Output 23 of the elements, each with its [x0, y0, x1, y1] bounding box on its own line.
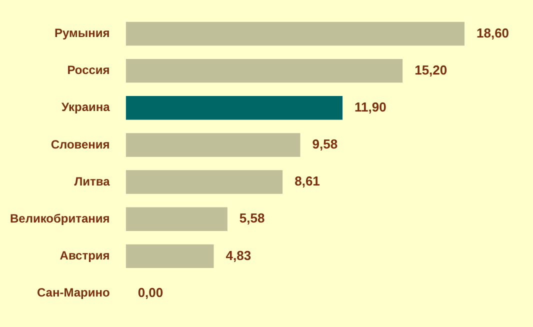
bar [126, 58, 403, 83]
bar [126, 244, 214, 268]
data-label: 0,00 [138, 284, 164, 300]
data-label: 5,58 [239, 210, 265, 226]
bar [126, 96, 343, 120]
data-label: 15,20 [414, 62, 448, 78]
y-tick-label: Литва [74, 174, 110, 188]
bar [126, 133, 300, 157]
y-tick-label: Сан-Марино [36, 286, 110, 300]
data-label: 8,61 [294, 174, 320, 189]
bar [126, 22, 465, 46]
data-label: 11,90 [354, 99, 386, 114]
y-tick-label: Украина [61, 100, 110, 114]
bar [126, 207, 228, 231]
data-label: 9,58 [312, 136, 338, 152]
data-label: 18,60 [476, 25, 510, 40]
y-tick-label: Австрия [60, 248, 110, 262]
y-tick-label: Великобритания [10, 211, 110, 226]
data-label: 4,83 [226, 248, 252, 263]
y-tick-label: Румыния [54, 26, 110, 40]
y-tick-label: Словения [50, 137, 110, 152]
y-tick-label: Россия [67, 63, 110, 78]
bar [126, 170, 283, 194]
